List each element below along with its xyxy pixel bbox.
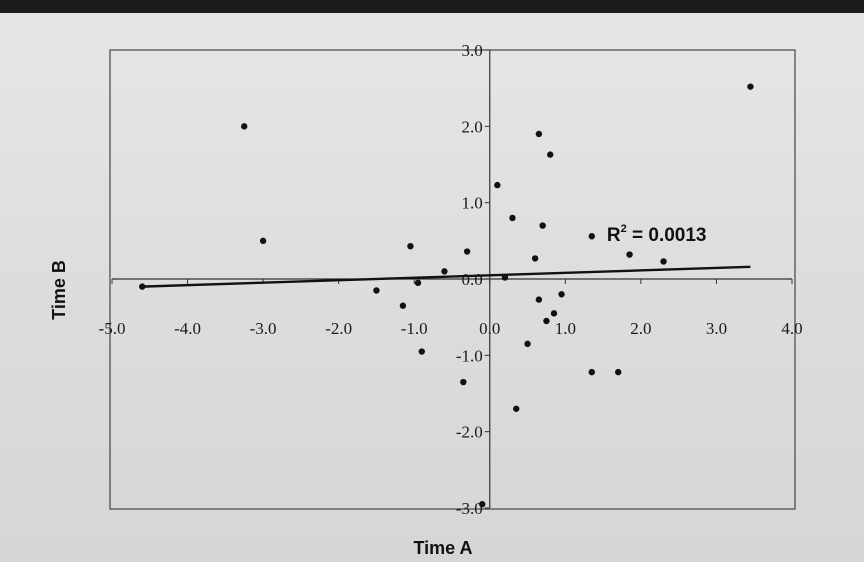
data-point: [418, 348, 425, 355]
y-tick-label: -2.0: [456, 423, 483, 442]
x-tick-label: 0.0: [479, 319, 500, 338]
y-tick-label: -1.0: [456, 346, 483, 365]
x-tick-label: 2.0: [630, 319, 651, 338]
y-tick-label: 2.0: [462, 117, 483, 136]
data-point: [588, 233, 595, 240]
x-tick-label: -3.0: [250, 319, 277, 338]
plot-frame: [109, 49, 796, 510]
axis-ticks: -5.0 -4.0 -3.0 -2.0 -1.0 0.0 1.0 2.0 3.0 4.0 -3.0 -…: [99, 41, 803, 518]
data-point: [414, 279, 422, 287]
data-point: [407, 242, 414, 250]
data-point: [373, 287, 380, 294]
data-point: [615, 368, 622, 376]
x-tick-label: 3.0: [706, 319, 727, 338]
data-point: [441, 268, 448, 275]
data-point: [539, 222, 546, 229]
data-point: [501, 274, 509, 281]
y-tick-label: 3.0: [462, 41, 483, 60]
data-point: [524, 340, 531, 348]
x-tick-label: -4.0: [174, 319, 201, 338]
data-point: [259, 237, 267, 245]
x-axis-title: Time A: [413, 538, 472, 558]
data-point: [543, 317, 550, 325]
data-point: [535, 130, 543, 138]
y-axis-title: Time B: [49, 260, 69, 320]
data-point: [550, 310, 558, 317]
data-point: [463, 248, 471, 255]
r-squared-value: = 0.0013: [627, 225, 707, 246]
x-tick-label: -5.0: [99, 319, 126, 338]
r-squared-r: R: [607, 225, 621, 246]
axes: [112, 50, 792, 508]
data-point: [626, 251, 633, 258]
data-point: [660, 258, 667, 265]
trend-line: [142, 265, 751, 288]
data-point: [399, 302, 407, 309]
data-points: [139, 83, 754, 508]
r-squared-label: R2 = 0.0013: [607, 223, 707, 246]
r-squared-superscript: 2: [621, 223, 627, 235]
x-tick-label: 4.0: [781, 319, 802, 338]
data-point: [139, 283, 146, 290]
x-tick-label: -1.0: [401, 319, 428, 338]
data-point: [531, 255, 539, 262]
data-point: [588, 368, 595, 376]
data-point: [494, 181, 501, 189]
x-tick-label: -2.0: [325, 319, 352, 338]
data-point: [509, 214, 516, 222]
data-point: [558, 291, 565, 298]
data-point: [513, 405, 520, 412]
y-tick-label: 1.0: [462, 194, 483, 213]
data-point: [460, 378, 467, 386]
top-dark-band: [0, 0, 864, 13]
y-tick-label: -3.0: [456, 499, 483, 518]
data-point: [547, 151, 554, 158]
x-tick-label: 1.0: [555, 319, 576, 338]
data-point: [241, 123, 248, 130]
data-point: [747, 83, 754, 90]
y-tick-label: 0.0: [462, 270, 483, 289]
data-point: [479, 500, 486, 508]
data-point: [535, 296, 543, 303]
